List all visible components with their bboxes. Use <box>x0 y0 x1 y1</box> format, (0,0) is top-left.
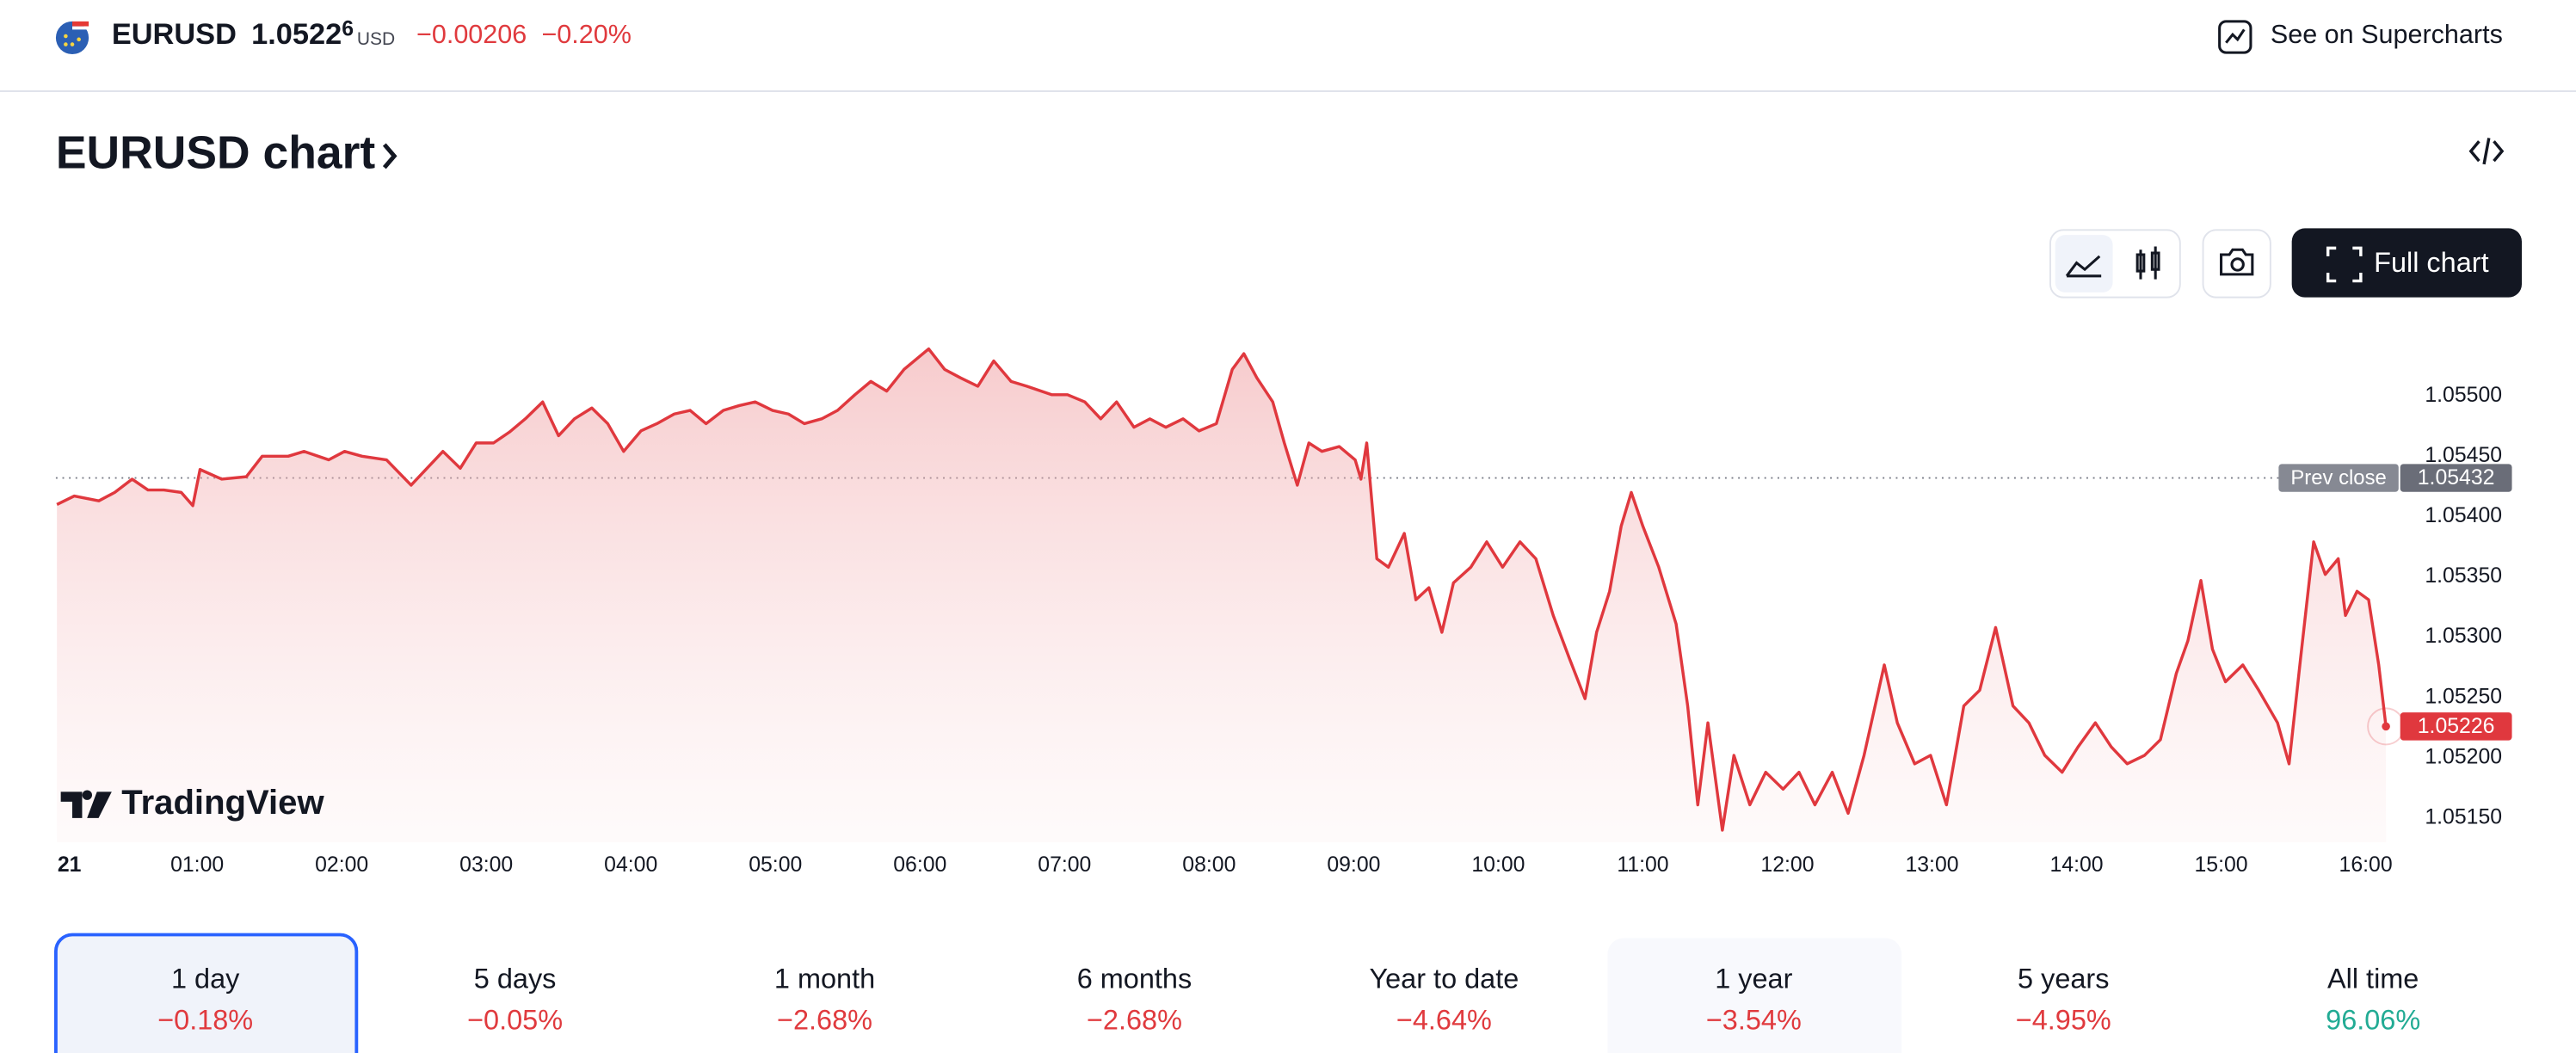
prev-close-badge <box>2278 464 2399 492</box>
period-tab[interactable]: 6 months −2.68% <box>1077 964 1192 1036</box>
last-point <box>2382 722 2390 731</box>
period-change[interactable]: −2.68% <box>1087 1004 1182 1035</box>
chart-title[interactable]: EURUSD chart <box>56 128 375 179</box>
embed-icon[interactable] <box>2468 138 2505 165</box>
full-chart-button[interactable]: Full chart <box>2291 228 2522 298</box>
x-tick-label: 07:00 <box>1038 853 1091 877</box>
prev-close-value-badge <box>2400 464 2512 492</box>
quote-line: EURUSD 1.05226 USD −0.00206 −0.20% <box>112 17 632 54</box>
supercharts-text[interactable]: See on Supercharts <box>2271 20 2503 49</box>
period-change[interactable]: 96.06% <box>2326 1004 2420 1035</box>
period-change[interactable]: −4.95% <box>2016 1004 2111 1035</box>
chart-style-toggle[interactable] <box>2049 229 2181 299</box>
y-tick-label: 1.05400 <box>2425 504 2502 527</box>
period-change[interactable]: −2.68% <box>777 1004 872 1035</box>
period-tab[interactable]: 5 years −4.95% <box>2016 964 2111 1036</box>
snapshot-button[interactable] <box>2202 229 2271 299</box>
y-tick-label: 1.05150 <box>2425 806 2502 829</box>
x-tick-label: 04:00 <box>604 853 657 877</box>
change: −0.00206 <box>416 20 527 49</box>
tradingview-logo: TradingView <box>60 784 324 822</box>
period-change[interactable]: −3.54% <box>1706 1004 1802 1035</box>
period-tab[interactable]: 5 days −0.05% <box>467 964 563 1036</box>
change-percent: −0.20% <box>541 20 631 49</box>
x-tick-label: 02:00 <box>315 853 368 877</box>
x-tick-label: 14:00 <box>2049 853 2103 877</box>
price-line <box>56 347 2388 832</box>
period-tab[interactable]: 1 month −2.68% <box>774 964 875 1036</box>
price: 1.0522 <box>251 18 342 51</box>
period-label[interactable]: 1 year <box>1715 964 1792 995</box>
period-tab-selected[interactable] <box>54 933 359 1053</box>
watermark: TradingView <box>121 784 324 822</box>
period-tab[interactable]: All time 96.06% <box>2326 964 2420 1036</box>
period-change[interactable]: −4.64% <box>1396 1004 1492 1035</box>
x-tick-label: 12:00 <box>1760 853 1814 877</box>
price-fraction: 6 <box>342 17 354 40</box>
symbol-icon <box>55 21 89 55</box>
period-tab[interactable]: Year to date −4.64% <box>1369 964 1519 1036</box>
full-chart-text[interactable]: Full chart <box>2374 247 2488 278</box>
prev-close-label: Prev close <box>2290 466 2386 490</box>
last-price-value: 1.05226 <box>2418 715 2495 738</box>
period-label[interactable]: 1 month <box>774 964 875 995</box>
x-tick-label: 21 <box>58 853 82 877</box>
period-tabs: 1 day−0.18%5 days−0.05%1 month−2.68%6 mo… <box>54 933 2420 1053</box>
x-tick-label: 05:00 <box>749 853 802 877</box>
period-label[interactable]: 5 days <box>474 964 557 995</box>
period-tab[interactable]: 1 day −0.18% <box>54 933 359 1053</box>
last-price-badge <box>2400 712 2512 741</box>
y-tick-label: 1.05250 <box>2425 685 2502 708</box>
y-tick-label: 1.05500 <box>2425 384 2502 407</box>
period-change[interactable]: −0.05% <box>467 1004 563 1035</box>
period-label[interactable]: 1 day <box>171 964 240 995</box>
y-tick-label: 1.05450 <box>2425 444 2502 467</box>
y-tick-label: 1.05350 <box>2425 564 2502 588</box>
period-tab-hover[interactable] <box>1607 938 1902 1053</box>
x-tick-label: 10:00 <box>1471 853 1525 877</box>
x-tick-label: 06:00 <box>893 853 946 877</box>
period-label[interactable]: All time <box>2327 964 2419 995</box>
x-tick-label: 11:00 <box>1617 853 1668 877</box>
area-fill <box>57 348 2387 842</box>
y-tick-label: 1.05200 <box>2425 745 2502 768</box>
x-tick-label: 15:00 <box>2195 853 2248 877</box>
symbol: EURUSD <box>112 18 237 51</box>
prev-close-value: 1.05432 <box>2418 466 2495 490</box>
period-change[interactable]: −0.18% <box>157 1004 253 1035</box>
x-tick-label: 09:00 <box>1327 853 1380 877</box>
currency: USD <box>357 28 395 48</box>
plot: 21 01:00 02:00 03:00 04:00 05:00 06:00 07:00 08:… <box>55 347 2512 877</box>
supercharts-link[interactable]: See on Supercharts <box>2218 20 2503 54</box>
title-chevron <box>382 143 397 169</box>
y-tick-label: 1.05300 <box>2425 625 2502 648</box>
x-tick-label: 16:00 <box>2339 853 2393 877</box>
period-tab[interactable]: 1 year −3.54% <box>1607 938 1902 1053</box>
x-tick-label: 08:00 <box>1182 853 1236 877</box>
x-tick-label: 13:00 <box>1905 853 1958 877</box>
x-tick-label: 01:00 <box>170 853 224 877</box>
period-label[interactable]: Year to date <box>1369 964 1519 995</box>
period-label[interactable]: 6 months <box>1077 964 1192 995</box>
x-tick-label: 03:00 <box>459 853 513 877</box>
period-label[interactable]: 5 years <box>2018 964 2109 995</box>
